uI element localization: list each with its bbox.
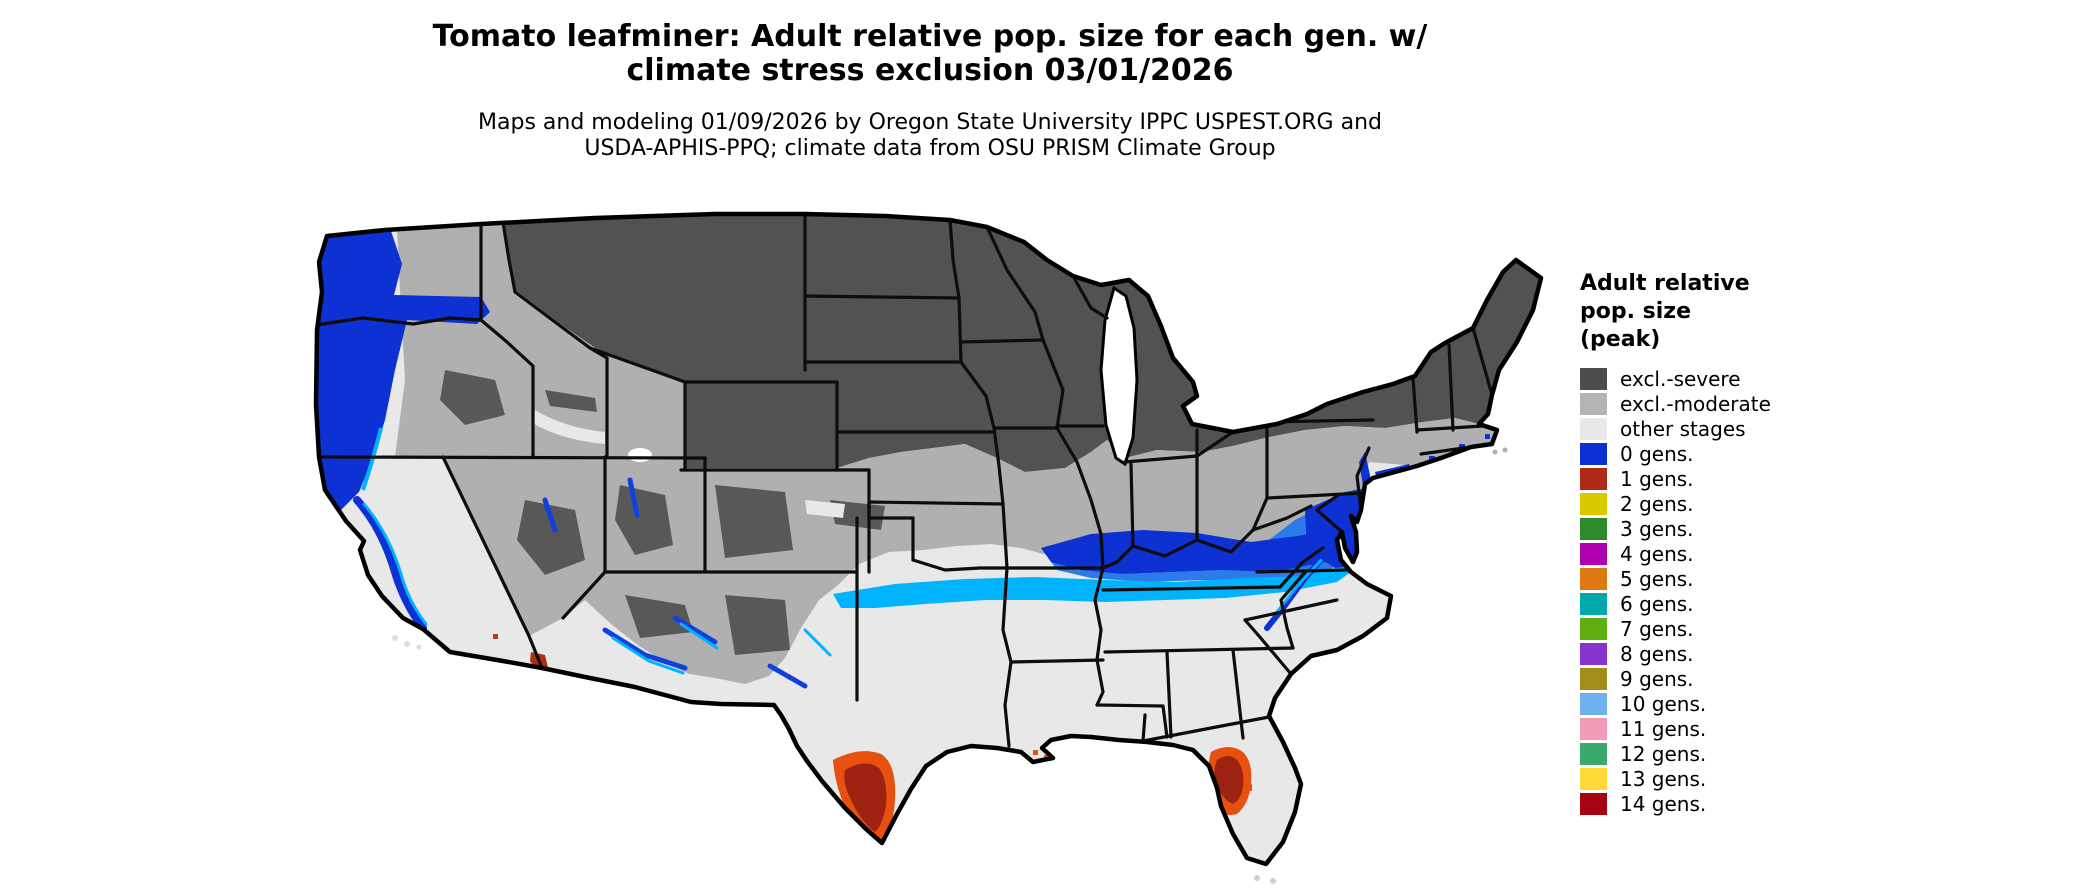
legend-item: 10 gens. — [1580, 692, 1880, 716]
severe-mottle-patches — [440, 370, 885, 655]
legend-item: 3 gens. — [1580, 517, 1880, 541]
legend-item-label: 5 gens. — [1620, 567, 1694, 591]
legend-items: excl.-severe excl.-moderate other stages 0 … — [1580, 367, 1880, 816]
legend-title-line1: Adult relative — [1580, 271, 1750, 296]
legend-item-label: 4 gens. — [1620, 542, 1694, 566]
legend-item: 13 gens. — [1580, 767, 1880, 791]
legend-item-label: 12 gens. — [1620, 742, 1707, 766]
legend-item: 0 gens. — [1580, 442, 1880, 466]
sierra-blue-arc — [353, 496, 427, 632]
legend-item-label: 3 gens. — [1620, 517, 1694, 541]
legend-item-label: 9 gens. — [1620, 667, 1694, 691]
legend-swatch — [1580, 693, 1607, 715]
small-red-orange-specks — [493, 634, 1048, 759]
sierra-cyan-fringe — [362, 502, 428, 626]
legend-swatch — [1580, 793, 1607, 815]
legend-item: 4 gens. — [1580, 542, 1880, 566]
legend-title-line2: pop. size — [1580, 299, 1691, 324]
legend-swatch — [1580, 543, 1607, 565]
legend-item: 5 gens. — [1580, 567, 1880, 591]
legend-title: Adult relative pop. size (peak) — [1580, 270, 1880, 354]
page-title-line2: climate stress exclusion 03/01/2026 — [626, 53, 1234, 88]
legend-item: excl.-severe — [1580, 367, 1880, 391]
legend-item: 1 gens. — [1580, 467, 1880, 491]
us-map-container — [245, 200, 1565, 890]
legend-item-label: 10 gens. — [1620, 692, 1707, 716]
legend-item-label: 14 gens. — [1620, 792, 1707, 816]
lake-michigan — [1099, 285, 1139, 467]
legend-item: 8 gens. — [1580, 642, 1880, 666]
band-cyan-fringe — [833, 556, 1359, 608]
region-pnw-blue — [316, 231, 490, 510]
legend-swatch — [1580, 618, 1607, 640]
legend: Adult relative pop. size (peak) excl.-se… — [1580, 270, 1880, 818]
legend-item: 6 gens. — [1580, 592, 1880, 616]
legend-item-label: other stages — [1620, 417, 1746, 441]
subtitle-line2: USDA-APHIS-PPQ; climate data from OSU PR… — [584, 136, 1276, 161]
legend-item: 12 gens. — [1580, 742, 1880, 766]
page-title-line1: Tomato leafminer: Adult relative pop. si… — [432, 19, 1428, 54]
legend-swatch — [1580, 468, 1607, 490]
legend-item-label: 11 gens. — [1620, 717, 1707, 741]
legend-item: 11 gens. — [1580, 717, 1880, 741]
great-salt-lake — [628, 448, 652, 462]
legend-item-label: 2 gens. — [1620, 492, 1694, 516]
legend-item-label: 6 gens. — [1620, 592, 1694, 616]
subtitle-line1: Maps and modeling 01/09/2026 by Oregon S… — [478, 110, 1382, 135]
florida-red-core — [1214, 756, 1244, 804]
nation-outline — [313, 211, 1544, 867]
legend-swatch — [1580, 393, 1607, 415]
subtitle: Maps and modeling 01/09/2026 by Oregon S… — [260, 110, 1600, 162]
legend-swatch — [1580, 418, 1607, 440]
legend-item: other stages — [1580, 417, 1880, 441]
florida-east-orange-speck — [1245, 784, 1252, 791]
pnw-cyan-fringe — [361, 427, 383, 491]
legend-swatch — [1580, 493, 1607, 515]
legend-swatch — [1580, 518, 1607, 540]
legend-swatch — [1580, 443, 1607, 465]
legend-item-label: 13 gens. — [1620, 767, 1707, 791]
mountain-cyan-squiggles — [611, 622, 832, 675]
legend-swatch — [1580, 568, 1607, 590]
legend-swatch — [1580, 368, 1607, 390]
legend-item-label: excl.-moderate — [1620, 392, 1771, 416]
legend-swatch — [1580, 643, 1607, 665]
legend-item-label: 1 gens. — [1620, 467, 1694, 491]
legend-item-label: 7 gens. — [1620, 617, 1694, 641]
light-valley-patches — [531, 410, 845, 518]
us-map — [313, 211, 1544, 884]
legend-swatch — [1580, 718, 1607, 740]
legend-item: 9 gens. — [1580, 667, 1880, 691]
legend-title-line3: (peak) — [1580, 327, 1661, 352]
mountain-blue-squiggles — [542, 477, 808, 689]
legend-item: 2 gens. — [1580, 492, 1880, 516]
legend-swatch — [1580, 768, 1607, 790]
region-excl-moderate — [395, 222, 1497, 684]
legend-item: 14 gens. — [1580, 792, 1880, 816]
offshore-islands — [392, 447, 1508, 884]
legend-swatch — [1580, 593, 1607, 615]
south-texas-red-core — [844, 763, 887, 832]
region-excl-severe — [481, 214, 1541, 472]
legend-swatch — [1580, 743, 1607, 765]
legend-item-label: 0 gens. — [1620, 442, 1694, 466]
legend-swatch — [1580, 668, 1607, 690]
legend-item: excl.-moderate — [1580, 392, 1880, 416]
legend-item-label: excl.-severe — [1620, 367, 1741, 391]
appalachian-cyan-streak — [1275, 554, 1327, 614]
header: Tomato leafminer: Adult relative pop. si… — [260, 20, 1600, 162]
legend-item: 7 gens. — [1580, 617, 1880, 641]
legend-item-label: 8 gens. — [1620, 642, 1694, 666]
